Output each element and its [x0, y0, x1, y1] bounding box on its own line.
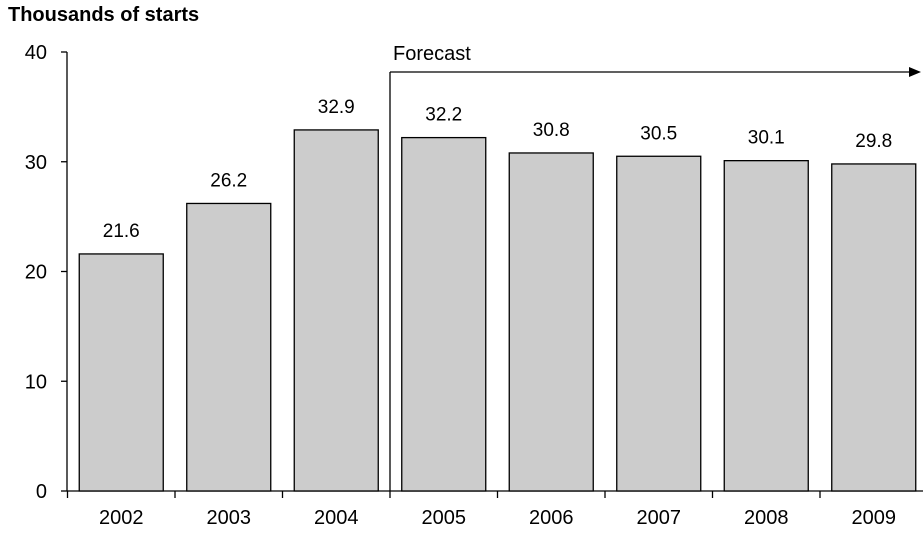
y-tick-label: 30 — [25, 152, 47, 174]
chart-title: Thousands of starts — [8, 4, 200, 26]
category-label-2009: 2009 — [852, 507, 897, 529]
forecast-arrow-head — [909, 67, 921, 77]
y-tick-label: 20 — [25, 262, 47, 284]
category-label-2008: 2008 — [744, 507, 789, 529]
bar-2002 — [78, 253, 164, 492]
value-label-2007: 30.5 — [640, 123, 677, 144]
value-label-2005: 32.2 — [425, 105, 462, 126]
bar-2004 — [293, 129, 379, 492]
bar-2006 — [508, 152, 594, 492]
bar-2005 — [401, 136, 487, 492]
category-label-2005: 2005 — [422, 507, 467, 529]
bar-2009 — [831, 163, 917, 492]
bar-2007 — [616, 155, 702, 492]
y-tick-label: 0 — [36, 481, 47, 503]
value-label-2006: 30.8 — [533, 120, 570, 141]
bar-2008 — [723, 160, 809, 492]
category-label-2004: 2004 — [314, 507, 359, 529]
value-label-2008: 30.1 — [748, 128, 785, 149]
category-label-2002: 2002 — [99, 507, 144, 529]
value-label-2003: 26.2 — [210, 170, 247, 191]
forecast-annotation: Forecast — [389, 43, 921, 491]
category-label-2007: 2007 — [637, 507, 682, 529]
chart-bars — [78, 129, 917, 492]
category-label-2006: 2006 — [529, 507, 574, 529]
category-label-2003: 2003 — [207, 507, 252, 529]
value-label-2002: 21.6 — [103, 221, 140, 242]
bar-2003 — [186, 202, 272, 492]
forecast-label: Forecast — [393, 43, 471, 65]
value-label-2004: 32.9 — [318, 97, 355, 118]
y-tick-label: 10 — [25, 371, 47, 393]
value-label-2009: 29.8 — [855, 131, 892, 152]
y-tick-label: 40 — [25, 42, 47, 64]
chart-value-labels: 21.6 2002 26.2 2003 32.9 2004 32.2 2005 30.8 2006… — [99, 97, 896, 529]
